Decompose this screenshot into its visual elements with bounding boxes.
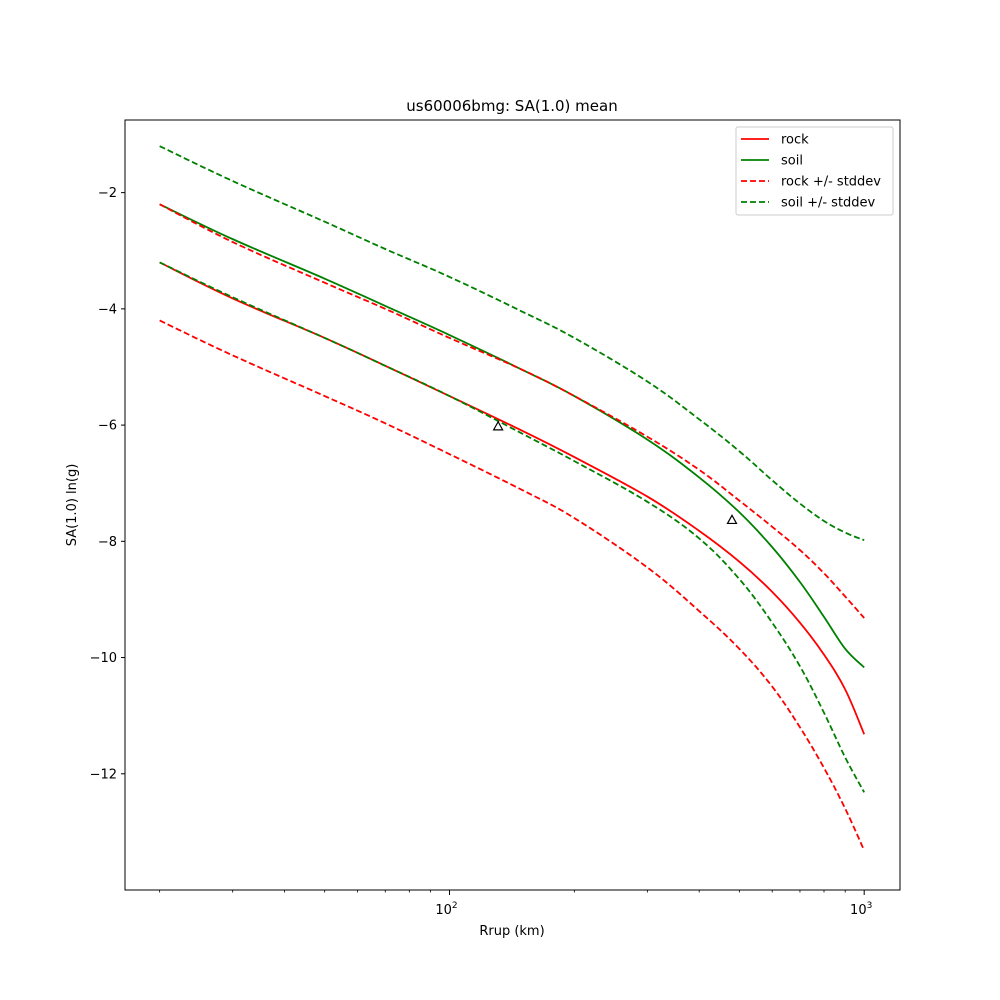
- legend-label: rock: [781, 133, 809, 148]
- x-axis-label: Rrup (km): [479, 924, 544, 939]
- x-tick-label: 103: [850, 901, 872, 918]
- y-tick-label: −2: [98, 186, 117, 201]
- y-axis-label: SA(1.0) ln(g): [65, 464, 80, 547]
- y-tick-label: −10: [90, 651, 117, 666]
- legend-label: soil +/- stddev: [781, 196, 876, 211]
- station-marker: [492, 420, 504, 431]
- plot-area: [159, 145, 866, 851]
- axes-frame: [124, 119, 901, 891]
- series-line-soil-stddev-4: [159, 145, 865, 541]
- station-marker: [726, 514, 738, 525]
- legend: rock soil rock +/- stddev soil +/- stddev: [735, 126, 894, 216]
- series-line-stddev-bound-5: [159, 261, 865, 793]
- series-line-rock-stddev-2: [159, 203, 865, 619]
- chart-title: us60006bmg: SA(1.0) mean: [406, 97, 617, 115]
- legend-label: soil: [781, 154, 803, 169]
- x-tick-label: 102: [435, 901, 457, 918]
- axes: −2 −4 −6 −8 −10 −12 102 103: [90, 186, 873, 918]
- series-line-soil-1: [159, 203, 865, 669]
- legend-label: rock +/- stddev: [781, 175, 881, 190]
- y-tick-label: −12: [90, 767, 117, 782]
- y-tick-label: −6: [98, 419, 117, 434]
- y-tick-label: −8: [98, 535, 117, 550]
- legend-box: [735, 126, 894, 216]
- y-tick-label: −4: [98, 302, 117, 317]
- series-line-stddev-bound-3: [159, 319, 866, 851]
